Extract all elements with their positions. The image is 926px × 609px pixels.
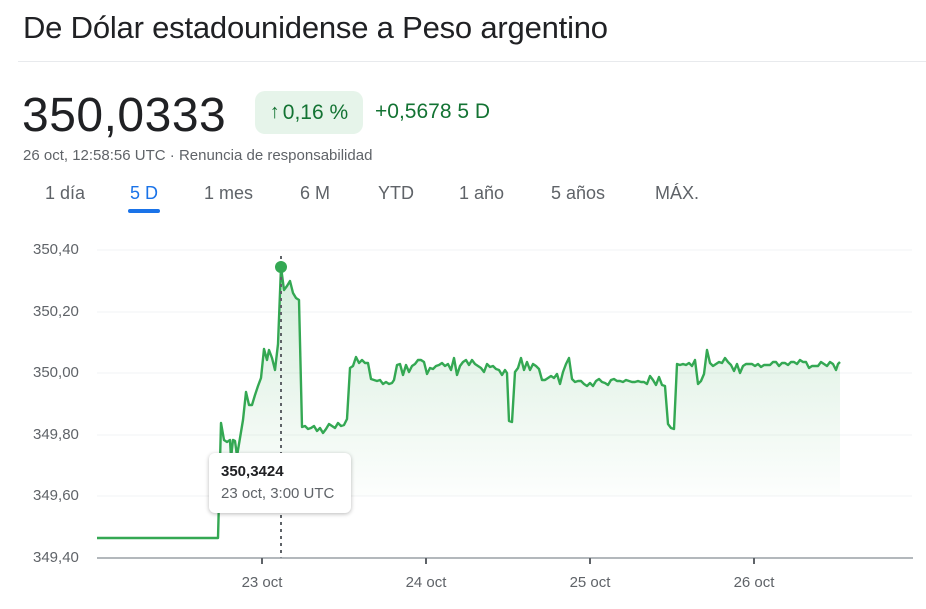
tab-max[interactable]: MÁX.: [655, 183, 700, 203]
y-tick-label: 349,80: [33, 426, 79, 443]
y-tick-label: 349,40: [33, 549, 79, 566]
change-percent-badge: ↑ 0,16 %: [255, 91, 363, 134]
page-title: De Dólar estadounidense a Peso argentino: [23, 10, 608, 45]
change-percent: 0,16 %: [282, 100, 349, 124]
chart-tooltip: 350,3424 23 oct, 3:00 UTC: [209, 453, 351, 513]
tab-1-dia[interactable]: 1 día: [45, 183, 86, 203]
x-tick-label: 26 oct: [733, 574, 775, 591]
tooltip-time: 23 oct, 3:00 UTC: [221, 485, 335, 502]
tab-5-anos[interactable]: 5 años: [551, 183, 606, 203]
tab-6-m[interactable]: 6 M: [300, 183, 331, 203]
tab-1-mes[interactable]: 1 mes: [204, 183, 254, 203]
y-tick-label: 350,00: [33, 364, 79, 381]
quote-timestamp-line: 26 oct, 12:58:56 UTC · Renuncia de respo…: [23, 147, 372, 164]
y-tick-label: 349,60: [33, 487, 79, 504]
x-ticks: [261, 558, 755, 564]
header-divider: [18, 61, 926, 62]
y-tick-label: 350,40: [33, 241, 79, 258]
price-line: [97, 265, 841, 540]
price-area: [219, 267, 840, 538]
tab-5-d[interactable]: 5 D: [127, 183, 161, 213]
x-tick-label: 23 oct: [241, 574, 283, 591]
current-price: 350,0333: [22, 89, 227, 142]
tooltip-value: 350,3424: [221, 463, 284, 480]
tab-1-ano[interactable]: 1 año: [459, 183, 505, 203]
change-absolute: +0,5678 5 D: [375, 100, 491, 123]
x-tick-label: 24 oct: [405, 574, 447, 591]
tab-ytd[interactable]: YTD: [378, 183, 414, 203]
hover-point: [275, 261, 287, 273]
timestamp: 26 oct, 12:58:56 UTC: [23, 147, 166, 164]
arrow-up-icon: ↑: [269, 101, 280, 123]
y-tick-label: 350,20: [33, 303, 79, 320]
x-tick-label: 25 oct: [569, 574, 611, 591]
disclaimer-link[interactable]: Renuncia de responsabilidad: [178, 147, 373, 164]
separator: ·: [165, 147, 179, 164]
